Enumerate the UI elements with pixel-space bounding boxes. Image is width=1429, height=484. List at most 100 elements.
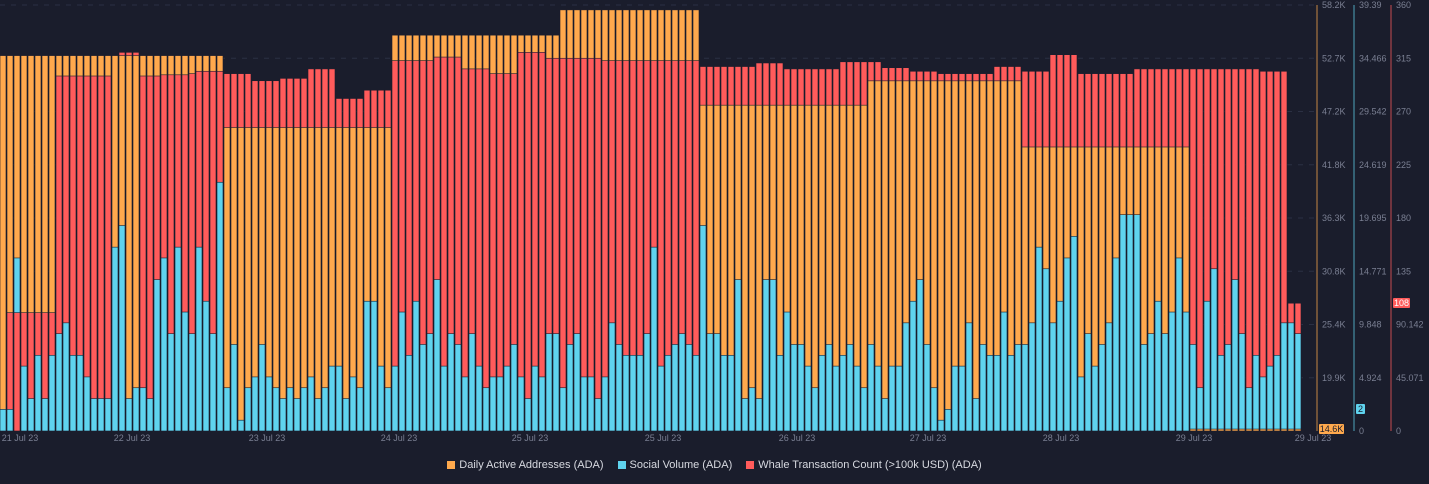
x-tick-label: 25 Jul 23 xyxy=(512,433,549,443)
y-tick-label-social: 19.695 xyxy=(1359,213,1387,223)
y-tick-label-daa: 41.8K xyxy=(1322,160,1346,170)
legend-label-social: Social Volume (ADA) xyxy=(629,459,733,471)
bar-daa xyxy=(237,127,245,432)
bar-social xyxy=(727,354,735,432)
y-tick-label-whale: 0 xyxy=(1396,426,1401,436)
y-tick-label-social: 9.848 xyxy=(1359,320,1382,330)
bar-social xyxy=(167,333,175,432)
bar-social xyxy=(489,376,497,432)
y-tick-label-whale: 180 xyxy=(1396,213,1411,223)
legend-label-whale: Whale Transaction Count (>100k USD) (ADA… xyxy=(758,459,982,471)
bar-daa xyxy=(1210,428,1218,432)
bar-daa xyxy=(881,80,889,432)
bar-social xyxy=(545,333,553,432)
bar-social xyxy=(986,354,994,432)
bar-daa xyxy=(1189,428,1197,432)
bar-social xyxy=(958,365,966,432)
bar-social xyxy=(1238,333,1246,432)
bar-social xyxy=(825,344,833,432)
bar-social xyxy=(979,344,987,432)
bar-daa xyxy=(1231,428,1239,432)
x-tick-label: 26 Jul 23 xyxy=(779,433,816,443)
x-tick-label: 25 Jul 23 xyxy=(645,433,682,443)
bar-social xyxy=(342,398,350,432)
legend-label-daa: Daily Active Addresses (ADA) xyxy=(459,459,604,471)
bar-daa xyxy=(1266,428,1274,432)
bar-social xyxy=(41,398,49,432)
bar-social xyxy=(755,398,763,432)
bar-social xyxy=(664,354,672,432)
bar-daa xyxy=(741,104,749,432)
bar-social xyxy=(244,387,252,432)
current-value-label-whale: 108 xyxy=(1394,298,1409,308)
bar-daa xyxy=(1252,428,1260,432)
bar-social xyxy=(1077,376,1085,432)
bar-social xyxy=(1105,322,1113,432)
legend-item-social[interactable]: Social Volume (ADA) xyxy=(617,459,733,471)
bar-daa xyxy=(272,127,280,432)
bar-daa xyxy=(1273,428,1281,432)
bar-daa xyxy=(125,55,133,432)
bar-social xyxy=(251,376,259,432)
bar-social xyxy=(146,398,154,432)
bar-social xyxy=(153,279,161,432)
bar-social xyxy=(706,333,714,432)
bar-social xyxy=(566,344,574,432)
bar-whale xyxy=(1196,68,1204,432)
legend-item-daa[interactable]: Daily Active Addresses (ADA) xyxy=(447,459,604,471)
bar-social xyxy=(1245,387,1253,432)
bar-social xyxy=(1196,387,1204,432)
bar-social xyxy=(748,387,756,432)
bar-social xyxy=(1049,322,1057,432)
bar-social xyxy=(349,376,357,432)
bar-social xyxy=(496,376,504,432)
bar-social xyxy=(1133,214,1141,432)
bar-social xyxy=(370,300,378,432)
bar-social xyxy=(412,300,420,432)
bar-social xyxy=(1028,322,1036,432)
bar-social xyxy=(517,376,525,432)
x-tick-label: 28 Jul 23 xyxy=(1043,433,1080,443)
bar-social xyxy=(1210,268,1218,432)
bar-social xyxy=(1119,214,1127,432)
y-tick-label-social: 39.39 xyxy=(1359,0,1382,10)
bar-social xyxy=(678,333,686,432)
bar-whale xyxy=(482,68,490,432)
y-tick-label-whale: 225 xyxy=(1396,160,1411,170)
bar-daa xyxy=(244,127,252,432)
bar-social xyxy=(454,344,462,432)
bar-daa xyxy=(293,127,301,432)
bar-social xyxy=(363,300,371,432)
bar-social xyxy=(713,333,721,432)
legend-item-whale[interactable]: Whale Transaction Count (>100k USD) (ADA… xyxy=(746,459,982,471)
bar-social xyxy=(321,387,329,432)
bar-daa xyxy=(1203,428,1211,432)
bar-social xyxy=(909,300,917,432)
bar-social xyxy=(1217,354,1225,432)
bar-social xyxy=(636,354,644,432)
bar-daa xyxy=(356,127,364,432)
bar-social xyxy=(629,354,637,432)
x-tick-label: 23 Jul 23 xyxy=(249,433,286,443)
bar-social xyxy=(48,354,56,432)
bar-whale xyxy=(594,57,602,432)
bar-daa xyxy=(321,127,329,432)
bar-daa xyxy=(1217,428,1225,432)
bar-social xyxy=(139,387,147,432)
bar-daa xyxy=(1196,428,1204,432)
x-axis-ticks: 21 Jul 23 22 Jul 23 23 Jul 23 24 Jul 23 25 J… xyxy=(2,433,1332,443)
bar-social xyxy=(1112,257,1120,432)
bar-social xyxy=(538,376,546,432)
bars-layer xyxy=(0,9,1302,432)
bar-social xyxy=(608,322,616,432)
bar-social xyxy=(531,365,539,432)
bar-social xyxy=(118,225,126,432)
bar-social xyxy=(419,344,427,432)
bar-social xyxy=(1182,311,1190,432)
bar-social xyxy=(34,354,42,432)
bar-whale xyxy=(580,57,588,432)
bar-social xyxy=(1007,354,1015,432)
bar-social xyxy=(944,409,952,432)
bar-social xyxy=(440,365,448,432)
bar-social xyxy=(811,387,819,432)
